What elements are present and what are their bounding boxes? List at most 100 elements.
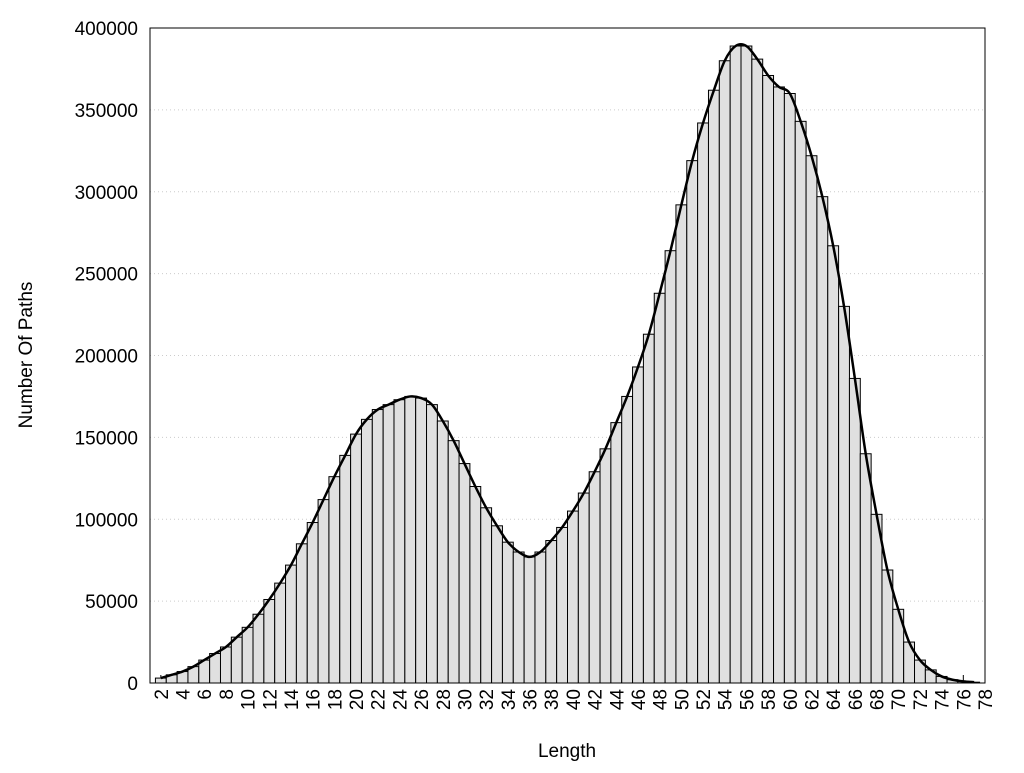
bar [577,492,590,684]
x-tick-label: 16 [304,689,325,710]
bar [252,613,265,684]
x-tick-label: 22 [369,689,390,710]
y-tick-label: 200000 [75,347,138,368]
plot-frame [149,27,986,684]
bar [783,93,796,684]
bar [827,245,840,684]
x-tick-label: 40 [564,689,585,710]
bar [285,564,297,684]
x-tick-label: 24 [390,689,411,711]
bar [794,120,807,684]
x-tick-label: 62 [802,689,823,710]
bar [773,86,785,684]
bar [859,453,872,684]
bar [610,422,623,684]
x-tick-label: 14 [282,689,303,711]
x-tick-label: 54 [716,689,737,711]
bar [556,526,568,684]
bar [838,305,850,684]
bar [848,377,861,684]
x-tick-label: 74 [933,689,954,711]
bar [263,598,276,684]
bar [209,653,221,684]
x-tick-label: 12 [260,689,281,710]
x-tick-label: 26 [412,689,433,710]
x-tick-label: 34 [499,689,520,711]
x-tick-label: 60 [781,689,802,710]
density-line [160,43,975,684]
x-axis-label: Length [538,741,596,762]
x-tick-label: 76 [954,689,975,710]
bar [588,471,601,684]
y-tick-label: 100000 [75,510,138,531]
bar [339,454,352,684]
y-tick-label: 50000 [85,592,138,613]
x-tick-label: 46 [629,689,650,710]
x-tick-label: 18 [325,689,346,710]
bar [491,525,503,684]
bar [404,395,417,684]
bar [707,89,720,684]
bar [697,122,709,684]
x-tick-label: 70 [889,689,910,710]
bar [458,463,471,684]
x-tick-label: 48 [651,689,672,710]
bar [274,582,287,684]
bar [230,636,243,684]
bar [664,250,677,684]
bar [415,397,428,684]
x-tick-label: 10 [239,689,260,710]
x-tick-label: 20 [347,689,368,710]
bar [480,507,493,684]
bar [642,333,655,684]
bar [686,160,699,684]
bar [523,556,536,684]
x-tick-label: 58 [759,689,780,710]
bar [295,543,308,684]
bar [241,626,254,684]
bar [762,74,775,684]
x-tick-label: 72 [911,689,932,710]
bar [675,204,688,684]
bar [371,409,384,684]
bar [567,510,579,684]
x-tick-label: 78 [976,689,997,710]
bar [740,45,753,684]
x-tick-label: 52 [694,689,715,710]
y-tick-label: 0 [127,674,138,695]
x-tick-label: 38 [542,689,563,710]
x-tick-label: 6 [195,689,216,700]
bar [393,399,406,684]
bar [718,60,731,684]
x-tick-label: 32 [477,689,498,710]
x-tick-label: 56 [737,689,758,710]
x-tick-label: 44 [607,689,628,711]
bar [729,45,742,684]
y-tick-label: 400000 [75,19,138,40]
y-tick-label: 350000 [75,101,138,122]
x-tick-label: 8 [217,689,238,700]
bar [469,486,482,684]
bar [154,677,167,684]
x-tick-label: 66 [846,689,867,710]
x-tick-label: 42 [586,689,607,710]
bar [360,418,373,684]
x-tick-label: 68 [868,689,889,710]
bar [599,448,612,684]
y-tick-label: 150000 [75,428,138,449]
bar [317,499,330,684]
bar [805,155,818,684]
bar [350,433,362,684]
x-tick-label: 36 [521,689,542,710]
y-tick-label: 300000 [75,183,138,204]
y-axis-label: Number Of Paths [16,282,37,429]
x-tick-label: 2 [152,689,173,700]
bar [436,420,449,684]
x-tick-label: 28 [434,689,455,710]
x-tick-label: 64 [824,689,845,711]
bar [501,541,514,684]
bar [545,540,558,684]
bar [653,292,666,684]
x-tick-label: 50 [672,689,693,710]
